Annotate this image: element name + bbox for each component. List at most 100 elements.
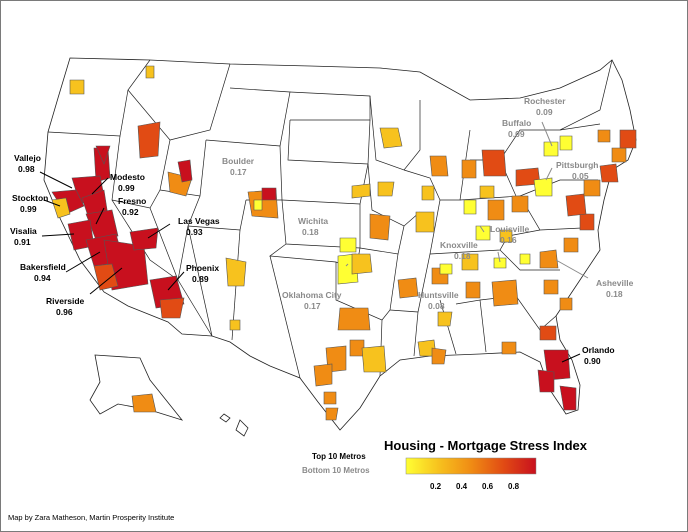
legend-tick-0-8: 0.8 [508, 482, 520, 491]
metro-chicago [429, 155, 449, 177]
label-stockton-value: 0.99 [20, 204, 37, 214]
metro-pittsburgh [533, 177, 553, 197]
label-rochester-name: Rochester [524, 96, 566, 106]
metro-baton-rouge [431, 347, 447, 365]
metro-toledo [479, 185, 495, 199]
label-boulder-name: Boulder [222, 156, 255, 166]
label-orlando-value: 0.90 [584, 356, 601, 366]
label-knoxville-name: Knoxville [440, 240, 478, 250]
metro-miami [559, 385, 577, 411]
metro-anchorage [131, 393, 157, 413]
label-fresno-name: Fresno [118, 196, 146, 206]
metro-fort-wayne [463, 199, 477, 215]
label-asheville-name: Asheville [596, 278, 634, 288]
top-metro-labels: Vallejo 0.98 Modesto 0.99 Stockton 0.99 … [10, 153, 615, 366]
metro-brownsville [325, 407, 339, 421]
legend-tick-0-6: 0.6 [482, 482, 494, 491]
metro-lexington [499, 229, 513, 243]
label-asheville-value: 0.18 [606, 289, 623, 299]
label-louisville-value: 0.16 [500, 235, 517, 245]
label-huntsville-value: 0.08 [428, 301, 445, 311]
metro-charlotte [539, 249, 559, 269]
metro-fort-collins [261, 187, 277, 201]
label-vallejo-name: Vallejo [14, 153, 41, 163]
metro-tucson [159, 297, 185, 319]
label-orlando-name: Orlando [582, 345, 615, 355]
metro-jacksonville [539, 325, 557, 341]
metro-birmingham [465, 281, 481, 299]
metro-buffalo [543, 141, 559, 157]
metro-portland [69, 79, 85, 95]
label-leaders [39, 121, 589, 363]
label-oklahoma-city-name: Oklahoma City [282, 290, 342, 300]
metro-huntsville [439, 263, 453, 275]
metro-grand-rapids [461, 159, 477, 179]
legend-title: Housing - Mortgage Stress Index [384, 438, 587, 453]
metro-el-paso [229, 319, 241, 331]
label-visalia-value: 0.91 [14, 237, 31, 247]
metro-areas [51, 65, 637, 421]
metro-louisville [475, 225, 491, 241]
label-phoenix-name: Phoenix [186, 263, 219, 273]
metro-boulder [253, 199, 263, 211]
label-riverside-name: Riverside [46, 296, 85, 306]
metro-columbus [511, 195, 529, 213]
metro-jackson [437, 311, 453, 327]
metro-knoxville [493, 257, 507, 269]
metro-dallas [337, 307, 371, 331]
label-rochester-value: 0.09 [536, 107, 553, 117]
metro-indianapolis [487, 199, 505, 221]
label-phoenix-value: 0.89 [192, 274, 209, 284]
metro-columbia [543, 279, 559, 295]
metro-tallahassee [501, 341, 517, 355]
metro-albuquerque [225, 257, 247, 287]
label-pittsburgh-name: Pittsburgh [556, 160, 599, 170]
metro-detroit [481, 149, 507, 177]
metro-las-vegas [129, 227, 159, 251]
label-bakersfield-name: Bakersfield [20, 262, 66, 272]
metro-albany [597, 129, 611, 143]
label-las-vegas-name: Las Vegas [178, 216, 220, 226]
metro-atlanta [491, 279, 519, 307]
legend-color-bar [405, 457, 537, 475]
label-bakersfield-value: 0.94 [34, 273, 51, 283]
label-fresno-value: 0.92 [122, 207, 139, 217]
metro-charleston [559, 297, 573, 311]
metro-san-antonio [313, 363, 333, 387]
bottom-metro-labels: Rochester 0.09 Buffalo 0.09 Boulder 0.17… [222, 96, 634, 311]
hawaii-outline [235, 419, 249, 437]
label-wichita-name: Wichita [298, 216, 328, 226]
metro-asheville [519, 253, 531, 265]
map-credit: Map by Zara Matheson, Martin Prosperity … [8, 513, 175, 522]
label-riverside-value: 0.96 [56, 307, 73, 317]
legend-top-key: Top 10 Metros [312, 452, 366, 461]
metro-boston [619, 129, 637, 149]
label-modesto-value: 0.99 [118, 183, 135, 193]
label-boulder-value: 0.17 [230, 167, 247, 177]
metro-bay-area [51, 197, 71, 219]
label-pittsburgh-value: 0.05 [572, 171, 589, 181]
metro-wichita [339, 237, 357, 253]
metro-omaha [351, 183, 371, 199]
metro-fresno [85, 209, 119, 241]
metro-spokane [145, 65, 155, 79]
metro-little-rock [397, 277, 419, 299]
label-stockton-name: Stockton [12, 193, 48, 203]
metro-des-moines [377, 181, 395, 197]
metro-hartford [611, 147, 627, 163]
metro-boise [137, 121, 161, 159]
metro-minneapolis [379, 127, 403, 149]
label-knoxville-value: 0.18 [454, 251, 471, 261]
hawaii-outline-2 [219, 413, 231, 423]
metro-houston [361, 345, 387, 373]
label-modesto-name: Modesto [110, 172, 145, 182]
metro-ogden [177, 159, 193, 183]
legend-tick-0-2: 0.2 [430, 482, 442, 491]
label-buffalo-value: 0.09 [508, 129, 525, 139]
label-wichita-value: 0.18 [302, 227, 319, 237]
label-vallejo-value: 0.98 [18, 164, 35, 174]
metro-philly [583, 179, 601, 197]
metro-nyc [599, 163, 619, 183]
metro-tulsa [351, 253, 373, 275]
